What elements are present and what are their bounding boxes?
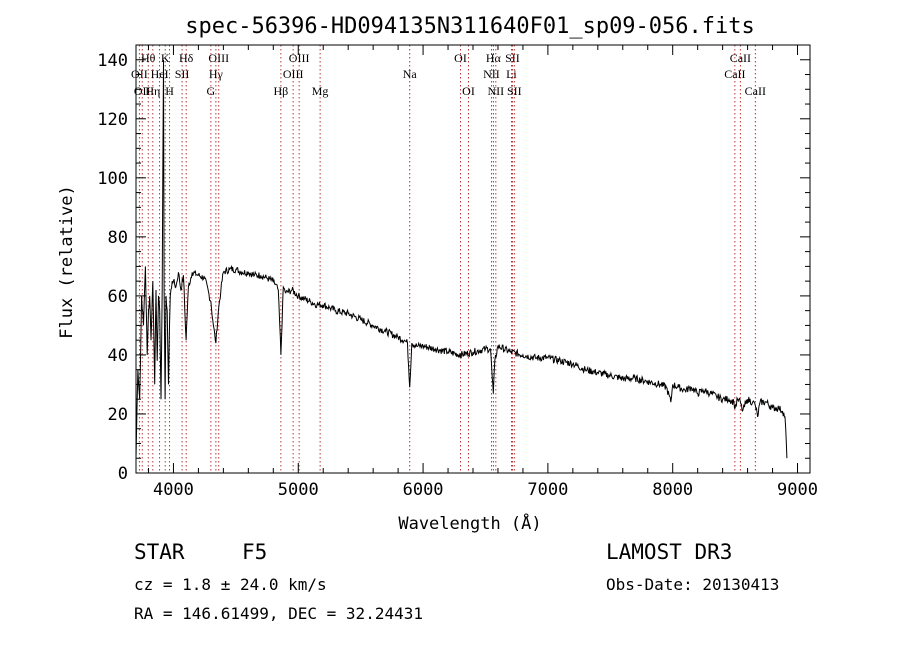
line-label: OI bbox=[462, 84, 475, 98]
line-label: CaII bbox=[745, 84, 766, 98]
y-tick-label: 100 bbox=[97, 169, 128, 189]
line-label: Mg bbox=[312, 84, 329, 98]
y-axis-label: Flux (relative) bbox=[57, 185, 77, 339]
line-label: Hδ bbox=[179, 51, 194, 65]
line-label: SII bbox=[507, 84, 522, 98]
subclass: F5 bbox=[242, 540, 268, 564]
y-tick-label: 80 bbox=[108, 228, 128, 248]
line-label: Hη bbox=[145, 84, 160, 98]
line-label: SII bbox=[505, 51, 520, 65]
line-label: Hβ bbox=[274, 84, 289, 98]
obs-date: Obs-Date: 20130413 bbox=[606, 575, 780, 594]
line-label: NII bbox=[483, 67, 500, 81]
line-label: OIII bbox=[289, 51, 310, 65]
series-line-spectrum bbox=[135, 59, 788, 459]
line-label: H bbox=[165, 84, 174, 98]
coordinates: RA = 146.61499, DEC = 32.24431 bbox=[134, 604, 423, 623]
y-tick-label: 20 bbox=[108, 405, 128, 425]
line-label: G bbox=[207, 84, 216, 98]
line-label: K bbox=[161, 51, 170, 65]
redshift-text: cz = 1.8 ± 24.0 km/s bbox=[134, 575, 327, 594]
survey-name: LAMOST DR3 bbox=[606, 540, 733, 564]
x-tick-label: 7000 bbox=[527, 480, 568, 500]
line-label: Li bbox=[506, 67, 517, 81]
y-tick-label: 40 bbox=[108, 346, 128, 366]
y-tick-label: 60 bbox=[108, 287, 128, 307]
line-label: HeI bbox=[151, 67, 169, 81]
line-label: Hγ bbox=[209, 67, 224, 81]
line-label: CaII bbox=[724, 67, 745, 81]
line-label: CaII bbox=[730, 51, 751, 65]
y-tick-label: 120 bbox=[97, 110, 128, 130]
y-tick-label: 0 bbox=[118, 464, 128, 484]
x-tick-label: 8000 bbox=[652, 480, 693, 500]
line-markers: OIIOIIHθHηHeIKHSIIHδGHγOIIIHβOIIIOIIIMgN… bbox=[131, 45, 766, 473]
line-label: Hθ bbox=[141, 51, 156, 65]
x-tick-label: 4000 bbox=[153, 480, 194, 500]
line-label: Na bbox=[403, 67, 418, 81]
axes: 4000 5000 6000 7000 8000 9000 0 20 40 60 80 100 120 1… bbox=[97, 44, 818, 500]
series bbox=[135, 59, 788, 459]
x-tick-label: 9000 bbox=[777, 480, 818, 500]
y-tick-label: 140 bbox=[97, 51, 128, 71]
object-class: STAR bbox=[134, 540, 185, 564]
line-label: SII bbox=[175, 67, 190, 81]
line-label: Hα bbox=[486, 51, 502, 65]
line-label: NII bbox=[488, 84, 505, 98]
line-label: OIII bbox=[208, 51, 229, 65]
x-tick-label: 6000 bbox=[403, 480, 444, 500]
line-label: OI bbox=[454, 51, 467, 65]
x-axis-label: Wavelength (Å) bbox=[398, 512, 541, 534]
line-label: OIII bbox=[283, 67, 304, 81]
chart-title: spec-56396-HD094135N311640F01_sp09-056.f… bbox=[185, 14, 755, 39]
line-label: OII bbox=[131, 67, 148, 81]
x-tick-label: 5000 bbox=[278, 480, 319, 500]
line-label: OII bbox=[134, 84, 151, 98]
plot-frame bbox=[135, 44, 811, 474]
